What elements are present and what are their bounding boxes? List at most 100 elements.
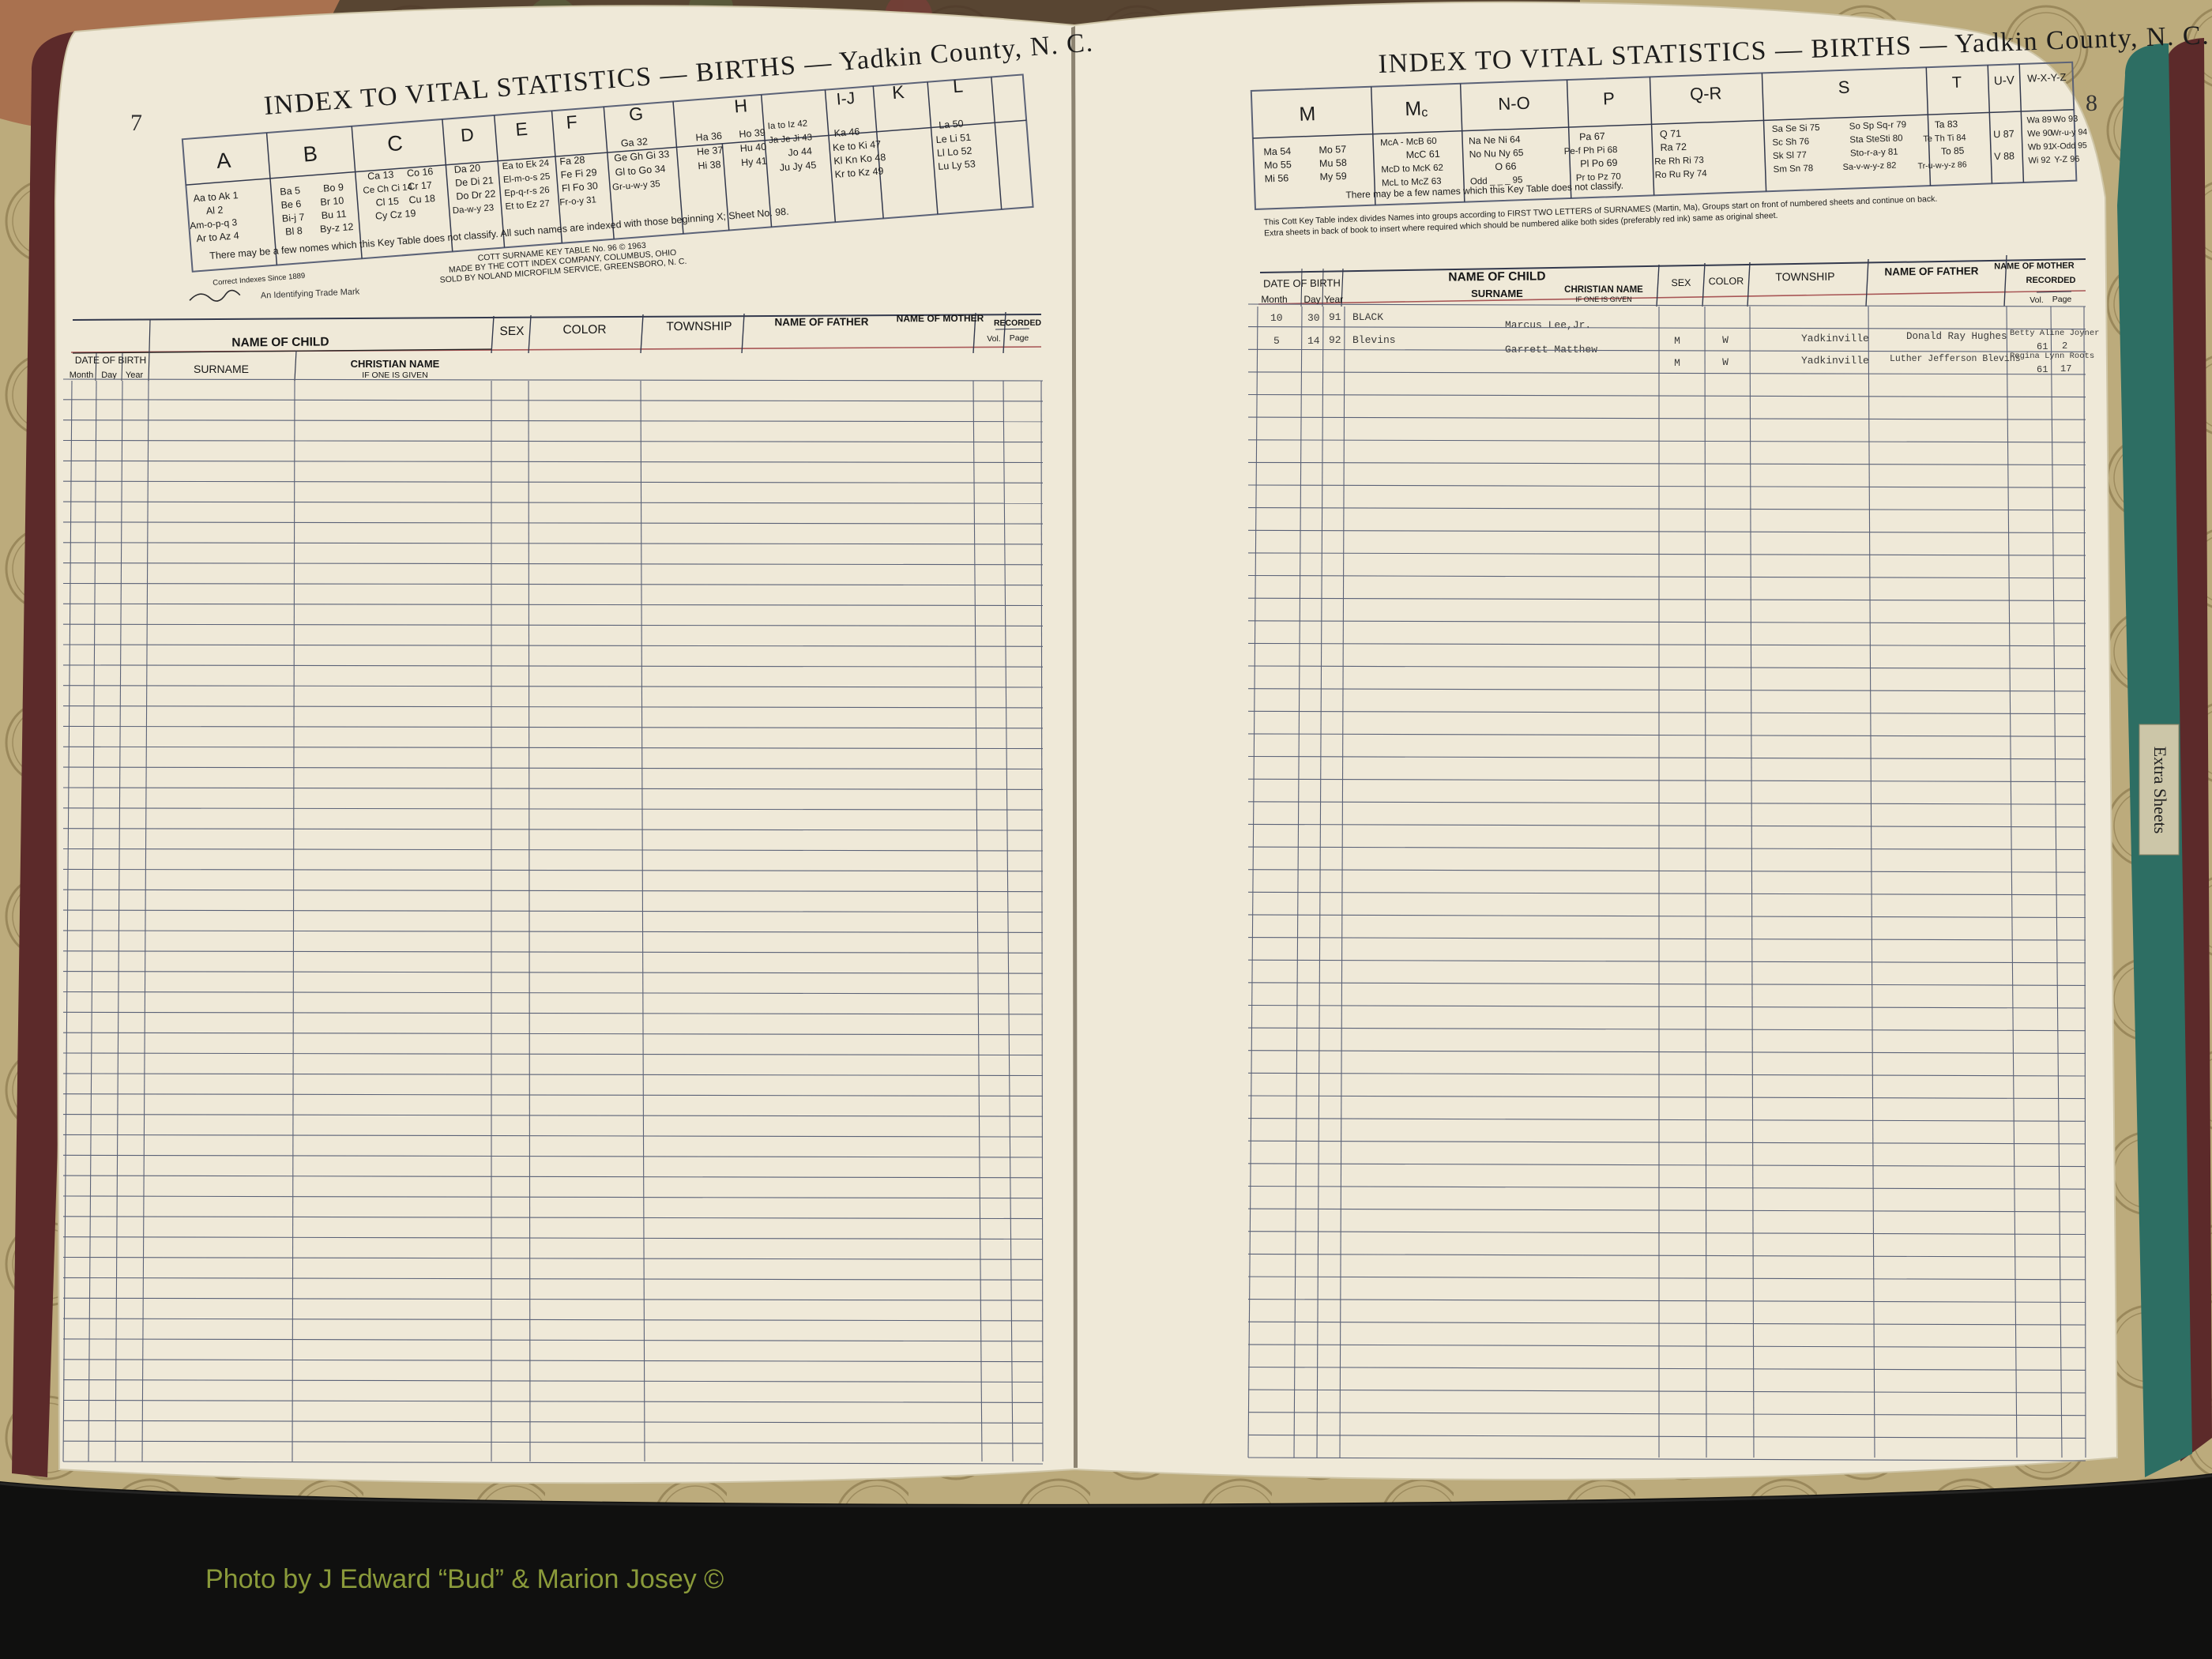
svg-text:SEX: SEX — [499, 325, 525, 338]
svg-text:C: C — [386, 131, 404, 156]
svg-text:Fa 28: Fa 28 — [559, 154, 585, 167]
svg-text:McA - McB 60: McA - McB 60 — [1380, 137, 1437, 148]
svg-text:Sto-r-a-y 81: Sto-r-a-y 81 — [1850, 147, 1898, 158]
svg-text:Be 6: Be 6 — [280, 198, 302, 211]
svg-text:A: A — [216, 149, 231, 173]
svg-text:Re Rh Ri 73: Re Rh Ri 73 — [1654, 156, 1704, 167]
svg-text:SURNAME: SURNAME — [1471, 288, 1523, 299]
svg-text:91: 91 — [1329, 311, 1341, 323]
svg-text:NAME OF MOTHER: NAME OF MOTHER — [1994, 261, 2075, 271]
svg-text:61: 61 — [2037, 341, 2048, 352]
svg-text:To 85: To 85 — [1941, 145, 1965, 157]
svg-text:Q 71: Q 71 — [1660, 128, 1682, 140]
svg-text:IF ONE IS GIVEN: IF ONE IS GIVEN — [362, 371, 427, 380]
svg-text:Wr-u-y 94: Wr-u-y 94 — [2051, 127, 2087, 138]
svg-text:Jo 44: Jo 44 — [788, 145, 813, 158]
svg-text:Luther Jefferson Blevins: Luther Jefferson Blevins — [1890, 354, 2021, 364]
svg-text:Al 2: Al 2 — [205, 205, 224, 217]
svg-text:I-J: I-J — [836, 89, 856, 109]
svg-text:W: W — [1722, 356, 1729, 368]
svg-text:Wo 93: Wo 93 — [2052, 115, 2078, 125]
svg-text:P: P — [1603, 88, 1616, 108]
svg-text:7: 7 — [130, 110, 142, 136]
svg-text:X-Odd 95: X-Odd 95 — [2052, 141, 2087, 152]
svg-text:U 87: U 87 — [1993, 128, 2014, 140]
svg-text:IF ONE IS GIVEN: IF ONE IS GIVEN — [1575, 295, 1632, 303]
svg-text:30: 30 — [1307, 312, 1320, 324]
svg-text:La 50: La 50 — [939, 118, 964, 130]
svg-text:Ma 54: Ma 54 — [1263, 145, 1291, 157]
svg-text:No Nu Ny 65: No Nu Ny 65 — [1469, 147, 1524, 160]
svg-text:S: S — [1838, 77, 1850, 97]
svg-text:So Sp Sq-r 79: So Sp Sq-r 79 — [1849, 120, 1907, 132]
svg-text:Tr-u-w-y-z 86: Tr-u-w-y-z 86 — [1917, 160, 1967, 171]
svg-text:Bl 8: Bl 8 — [285, 225, 303, 238]
svg-text:N-O: N-O — [1498, 93, 1530, 114]
svg-text:Wb 91: Wb 91 — [2028, 142, 2053, 152]
svg-text:Bi-j 7: Bi-j 7 — [281, 212, 305, 224]
svg-text:Vol.: Vol. — [987, 334, 1001, 344]
svg-text:Page: Page — [1010, 333, 1029, 343]
svg-text:TOWNSHIP: TOWNSHIP — [666, 320, 732, 333]
svg-text:RECORDED: RECORDED — [2026, 276, 2076, 285]
svg-text:NAME OF FATHER: NAME OF FATHER — [774, 316, 868, 329]
svg-text:Ca 13: Ca 13 — [367, 169, 394, 182]
svg-text:Day: Day — [101, 371, 117, 380]
svg-text:Sta SteSti 80: Sta SteSti 80 — [1849, 134, 1903, 145]
svg-text:McC 61: McC 61 — [1405, 149, 1440, 160]
svg-text:L: L — [952, 75, 964, 96]
svg-text:Mo 57: Mo 57 — [1319, 144, 1346, 156]
svg-text:Yadkinville: Yadkinville — [1801, 355, 1869, 367]
svg-text:Regina Lynn Roots: Regina Lynn Roots — [2010, 352, 2094, 361]
svg-text:Te Th Ti 84: Te Th Ti 84 — [1923, 133, 1966, 144]
svg-text:10: 10 — [1270, 312, 1283, 324]
svg-text:NAME OF MOTHER: NAME OF MOTHER — [897, 313, 984, 325]
svg-text:Yadkinville: Yadkinville — [1801, 333, 1869, 344]
svg-text:Pl Po 69: Pl Po 69 — [1580, 157, 1618, 170]
svg-text:V 88: V 88 — [1994, 150, 2014, 162]
svg-text:F: F — [566, 111, 578, 133]
svg-text:Hu 40: Hu 40 — [739, 141, 766, 155]
svg-text:E: E — [514, 118, 528, 140]
svg-text:Extra Sheets: Extra Sheets — [2150, 747, 2170, 834]
svg-text:Sk Sl 77: Sk Sl 77 — [1773, 151, 1807, 161]
svg-text:Sm Sn 78: Sm Sn 78 — [1773, 164, 1813, 175]
svg-text:SEX: SEX — [1671, 277, 1691, 288]
svg-text:RECORDED: RECORDED — [994, 318, 1042, 328]
svg-text:Year: Year — [1324, 294, 1343, 305]
svg-text:Donald Ray Hughes: Donald Ray Hughes — [1906, 331, 2007, 342]
svg-text:COLOR: COLOR — [1709, 276, 1744, 287]
svg-text:NAME OF CHILD: NAME OF CHILD — [231, 335, 329, 349]
svg-text:Bo 9: Bo 9 — [323, 182, 344, 194]
svg-text:14: 14 — [1307, 335, 1320, 347]
svg-text:CHRISTIAN NAME: CHRISTIAN NAME — [351, 358, 440, 370]
svg-text:Sa-v-w-y-z 82: Sa-v-w-y-z 82 — [1842, 161, 1896, 172]
svg-text:BLACK: BLACK — [1352, 311, 1383, 323]
svg-text:Ho 39: Ho 39 — [739, 127, 766, 141]
svg-text:Wi 92: Wi 92 — [2028, 156, 2051, 166]
svg-text:H: H — [733, 95, 748, 116]
svg-text:Ha 36: Ha 36 — [695, 130, 722, 144]
svg-text:Q-R: Q-R — [1690, 83, 1722, 103]
svg-text:Y-Z 96: Y-Z 96 — [2054, 154, 2079, 164]
svg-text:TOWNSHIP: TOWNSHIP — [1775, 270, 1834, 284]
svg-text:Br 10: Br 10 — [320, 195, 344, 208]
svg-text:Hi 38: Hi 38 — [698, 159, 721, 171]
svg-text:Page: Page — [2052, 295, 2072, 304]
svg-text:U-V: U-V — [1994, 73, 2014, 88]
svg-text:Da 20: Da 20 — [453, 162, 480, 175]
svg-text:Vol.: Vol. — [2030, 295, 2044, 305]
svg-text:W: W — [1722, 334, 1729, 346]
svg-text:Sc Sh 76: Sc Sh 76 — [1772, 137, 1809, 148]
svg-text:DATE OF BIRTH: DATE OF BIRTH — [75, 355, 146, 366]
svg-text:Mo 55: Mo 55 — [1264, 159, 1292, 171]
svg-text:Photo by J Edward “Bud” & Mari: Photo by J Edward “Bud” & Marion Josey © — [205, 1564, 724, 1594]
svg-text:Pe-f Ph Pi 68: Pe-f Ph Pi 68 — [1564, 145, 1618, 156]
svg-text:W-X-Y-Z: W-X-Y-Z — [2027, 71, 2067, 85]
svg-text:Month: Month — [1261, 294, 1287, 305]
svg-text:Ba 5: Ba 5 — [280, 185, 301, 198]
svg-text:Ta 83: Ta 83 — [1935, 118, 1958, 130]
svg-text:G: G — [628, 103, 644, 124]
svg-text:Betty Aline Joyner: Betty Aline Joyner — [2010, 329, 2099, 338]
svg-text:T: T — [1951, 74, 1962, 92]
